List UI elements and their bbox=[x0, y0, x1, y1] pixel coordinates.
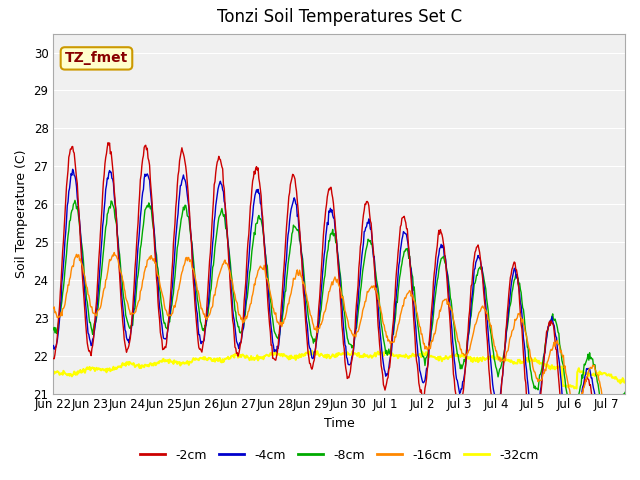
Title: Tonzi Soil Temperatures Set C: Tonzi Soil Temperatures Set C bbox=[217, 9, 462, 26]
X-axis label: Time: Time bbox=[324, 417, 355, 430]
Text: TZ_fmet: TZ_fmet bbox=[65, 51, 128, 65]
Legend: -2cm, -4cm, -8cm, -16cm, -32cm: -2cm, -4cm, -8cm, -16cm, -32cm bbox=[135, 444, 543, 467]
Y-axis label: Soil Temperature (C): Soil Temperature (C) bbox=[15, 149, 28, 278]
